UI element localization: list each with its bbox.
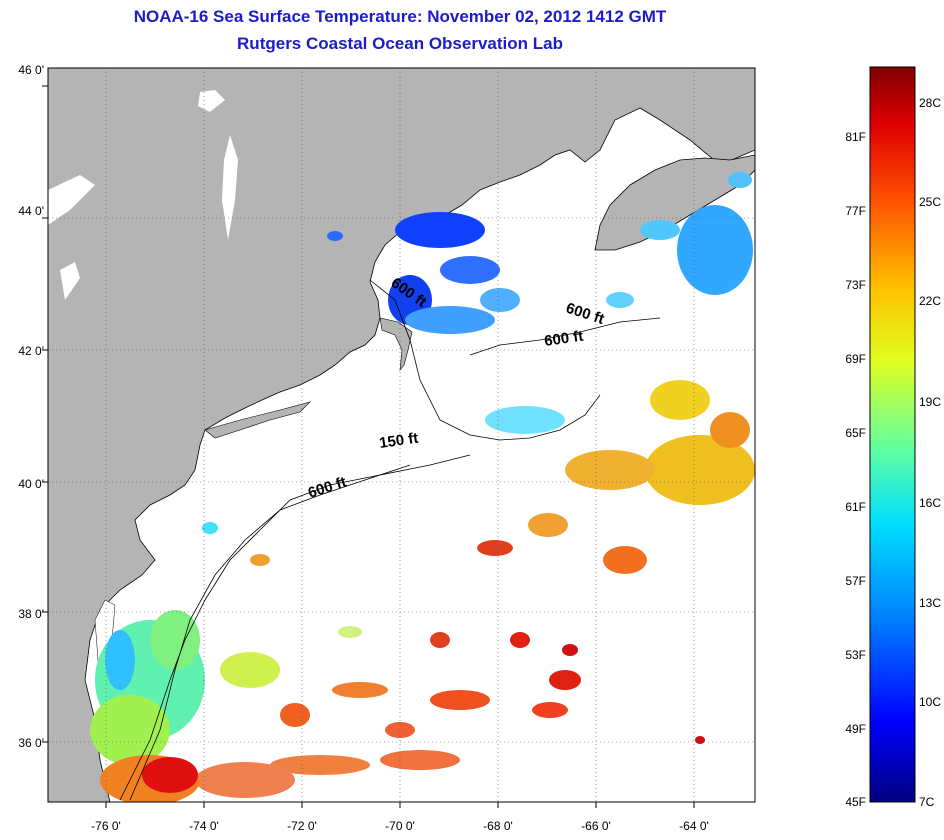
map-frame [47,67,756,803]
depth-contours [119,279,661,801]
colorbar-c-label: 16C [919,496,941,510]
inland-lake [60,262,80,300]
lat-label: 40 0' [18,477,44,491]
sst-patch [332,682,388,698]
lat-label: 36 0' [18,736,44,750]
lat-label: 38 0' [18,607,44,621]
sst-patch [565,450,655,490]
sst-patch [710,412,750,448]
colorbar-f-labels: 81F 77F 73F 69F 65F 61F 57F 53F 49F 45F [845,130,866,809]
colorbar-c-label: 7C [919,795,935,809]
lon-label: -74 0' [189,819,219,833]
lat-label: 44 0' [18,204,44,218]
sst-patch [603,546,647,574]
colorbar-f-label: 65F [845,426,866,440]
sst-patch [430,690,490,710]
lon-label: -64 0' [679,819,709,833]
sst-patch [606,292,634,308]
colorbar-f-label: 49F [845,722,866,736]
colorbar-f-label: 45F [845,795,866,809]
sst-patch [195,762,295,798]
land-mainland [48,68,755,802]
sst-patch [142,757,198,793]
inland-lake [48,175,95,225]
inland-lake [222,135,238,240]
sst-patch [485,406,565,434]
sst-patch [338,626,362,638]
map-subtitle: Rutgers Coastal Ocean Observation Lab [237,34,563,53]
contour-600ft-north [369,279,601,441]
colorbar-c-label: 10C [919,695,941,709]
colorbar-f-label: 81F [845,130,866,144]
sst-patch [105,630,135,690]
lat-label: 42 0' [18,344,44,358]
contour-600ft-shelf [119,454,471,801]
sst-patch [440,256,500,284]
depth-label: 600 ft [543,328,584,350]
contour-150ft [129,464,411,801]
contour-600ft-georges [469,317,661,356]
colorbar-c-labels: 28C 25C 22C 19C 16C 13C 10C 7C [919,96,941,809]
depth-label: 150 ft [378,430,419,452]
colorbar-f-label: 77F [845,204,866,218]
colorbar-f-label: 57F [845,574,866,588]
sst-patch [532,702,568,718]
colorbar-f-label: 61F [845,500,866,514]
sst-patch [405,306,495,334]
lon-label: -70 0' [385,819,415,833]
sst-patch [220,652,280,688]
sst-patch [150,610,200,670]
lon-label: -66 0' [581,819,611,833]
colorbar-c-label: 25C [919,195,941,209]
lat-labels: 46 0' 44 0' 42 0' 40 0' 38 0' 36 0' [18,63,44,750]
sst-patch [695,736,705,744]
colorbar-c-label: 28C [919,96,941,110]
colorbar [869,66,916,803]
sst-patch [677,205,753,295]
lat-label: 46 0' [18,63,44,77]
sst-patch [650,380,710,420]
lon-label: -72 0' [287,819,317,833]
sst-patch [640,220,680,240]
lon-labels: -76 0' -74 0' -72 0' -70 0' -68 0' -66 0… [91,819,709,833]
sst-patch [430,632,450,648]
sst-patch [380,750,460,770]
sst-patch [202,522,218,534]
sst-patch [90,695,170,765]
sst-patch [562,644,578,656]
sst-patch [385,722,415,738]
sst-patch [327,231,343,241]
colorbar-f-label: 53F [845,648,866,662]
sst-patch [395,212,485,248]
sst-patch [270,755,370,775]
sst-patch [645,435,755,505]
map-title: NOAA-16 Sea Surface Temperature: Novembe… [133,7,667,26]
colorbar-f-label: 69F [845,352,866,366]
lon-label: -68 0' [483,819,513,833]
sst-patch [549,670,581,690]
land-long-island [204,401,312,439]
sst-patch [480,288,520,312]
map-ticks [42,85,695,808]
sst-patch [477,540,513,556]
colorbar-c-label: 19C [919,395,941,409]
sst-patch [528,513,568,537]
sst-patch [728,172,752,188]
inland-lake [198,90,225,112]
sst-patch [250,554,270,566]
lon-label: -76 0' [91,819,121,833]
sst-patch [510,632,530,648]
colorbar-f-label: 73F [845,278,866,292]
colorbar-c-label: 13C [919,596,941,610]
colorbar-c-label: 22C [919,294,941,308]
sst-patch [280,703,310,727]
sst-patches [90,172,755,802]
